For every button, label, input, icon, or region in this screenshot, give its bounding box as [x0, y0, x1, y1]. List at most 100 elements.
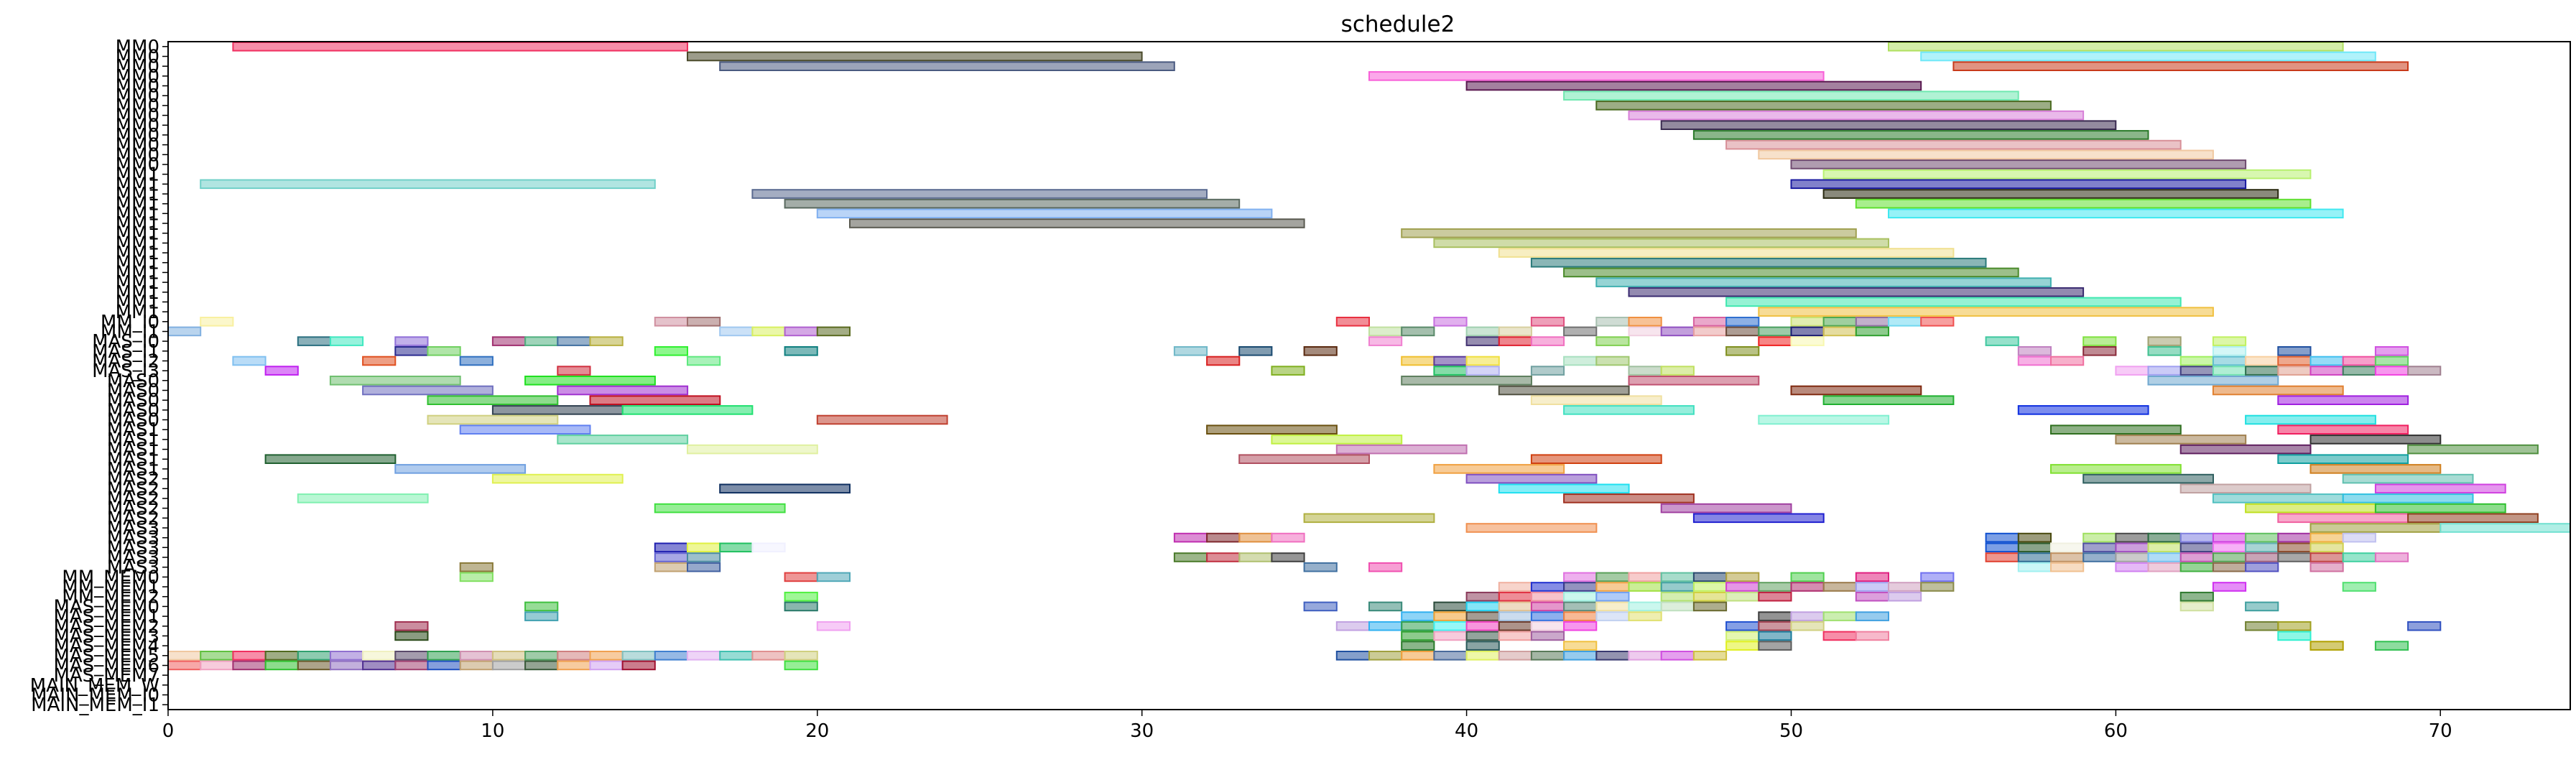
- y-tick-label: MAS_I0: [92, 331, 159, 353]
- task-bar: [2212, 356, 2247, 366]
- task-bar: [1465, 366, 1500, 376]
- task-bar: [1790, 179, 2247, 190]
- task-bar: [491, 405, 624, 415]
- task-bar: [264, 454, 397, 465]
- task-bar: [1660, 572, 1695, 582]
- task-bar: [2017, 346, 2052, 356]
- task-bar: [1465, 611, 1500, 621]
- task-bar: [1563, 90, 2019, 101]
- task-bar: [1822, 169, 2312, 180]
- task-bar: [2277, 356, 2312, 366]
- task-bar: [2179, 366, 2214, 376]
- task-bar: [2212, 552, 2247, 562]
- task-bar: [1758, 336, 1792, 346]
- task-bar: [1692, 572, 1728, 582]
- task-bar: [200, 317, 234, 327]
- task-bar: [2017, 532, 2052, 543]
- task-bar: [1303, 346, 1338, 356]
- task-bar: [394, 651, 429, 661]
- y-tick-label: MAS_MEM4: [53, 636, 159, 657]
- bars-layer: [167, 42, 2571, 671]
- task-bar: [1530, 601, 1565, 612]
- task-bar: [2050, 562, 2085, 572]
- y-tick-label: MAS_MEM7: [53, 665, 159, 687]
- task-bar: [1498, 483, 1630, 494]
- task-bar: [2277, 346, 2312, 356]
- task-bar: [1563, 326, 1598, 337]
- task-bar: [394, 621, 429, 631]
- task-bar: [2082, 346, 2117, 356]
- task-bar: [1271, 552, 1305, 562]
- task-bar: [654, 317, 688, 327]
- task-bar: [459, 651, 494, 661]
- chart-title: schedule2: [1341, 11, 1455, 37]
- task-bar: [1790, 572, 1825, 582]
- task-bar: [2147, 366, 2182, 376]
- task-bar: [1790, 611, 1825, 621]
- task-bar: [2309, 532, 2344, 543]
- task-bar: [751, 542, 786, 553]
- task-bar: [784, 591, 818, 602]
- y-tick-label: MM1: [116, 174, 159, 195]
- task-bar: [459, 562, 494, 572]
- x-tick-label: 60: [2104, 720, 2128, 742]
- task-bar: [1433, 238, 1889, 249]
- y-axis: MM0MM0MM0MM0MM0MM0MM0MM0MM0MM0MM0MM0MM0M…: [30, 37, 168, 716]
- task-bar: [1465, 651, 1500, 661]
- task-bar: [2407, 621, 2442, 631]
- task-bar: [2374, 483, 2506, 494]
- y-tick-label: MAS2: [107, 488, 159, 510]
- task-bar: [297, 651, 331, 661]
- task-bar: [1238, 532, 1273, 543]
- task-bar: [1563, 572, 1598, 582]
- task-bar: [1238, 346, 1273, 356]
- task-bar: [2374, 366, 2409, 376]
- task-bar: [1822, 189, 2279, 199]
- task-bar: [751, 189, 1208, 199]
- task-bar: [2212, 532, 2247, 543]
- task-bar: [394, 336, 429, 346]
- task-bar: [1530, 621, 1565, 631]
- task-bar: [1401, 621, 1435, 631]
- task-bar: [2115, 562, 2149, 572]
- task-bar: [1530, 631, 1565, 641]
- task-bar: [2342, 552, 2376, 562]
- task-bar: [589, 651, 624, 661]
- y-tick-label: MAS1: [107, 429, 159, 451]
- task-bar: [1433, 366, 1468, 376]
- task-bar: [1758, 582, 1792, 592]
- task-bar: [1595, 582, 1630, 592]
- task-bar: [1401, 651, 1435, 661]
- task-bar: [491, 660, 527, 671]
- task-bar: [2017, 562, 2052, 572]
- y-tick-label: MAS2: [107, 469, 159, 491]
- task-bar: [1530, 395, 1662, 406]
- task-bar: [2082, 532, 2117, 543]
- task-bar: [2017, 356, 2052, 366]
- task-bar: [1758, 326, 1792, 337]
- task-bar: [491, 651, 527, 661]
- task-bar: [200, 179, 656, 190]
- task-bar: [1563, 591, 1598, 602]
- task-bar: [1401, 611, 1435, 621]
- task-bar: [1920, 317, 1955, 327]
- task-bar: [2374, 641, 2409, 651]
- task-bar: [1530, 611, 1565, 621]
- y-tick-label: MAS0: [107, 390, 159, 412]
- task-bar: [427, 651, 461, 661]
- task-bar: [2245, 356, 2279, 366]
- task-bar: [2342, 356, 2376, 366]
- task-bar: [784, 572, 818, 582]
- x-tick-label: 0: [162, 720, 175, 742]
- task-bar: [1465, 80, 1922, 91]
- task-bar: [557, 366, 591, 376]
- task-bar: [2147, 562, 2182, 572]
- task-bar: [2050, 424, 2182, 435]
- task-bar: [2179, 601, 2214, 612]
- task-bar: [654, 562, 688, 572]
- y-tick-label: MAS3: [107, 528, 159, 549]
- task-bar: [1433, 651, 1468, 661]
- task-bar: [2245, 532, 2279, 543]
- task-bar: [1335, 444, 1468, 455]
